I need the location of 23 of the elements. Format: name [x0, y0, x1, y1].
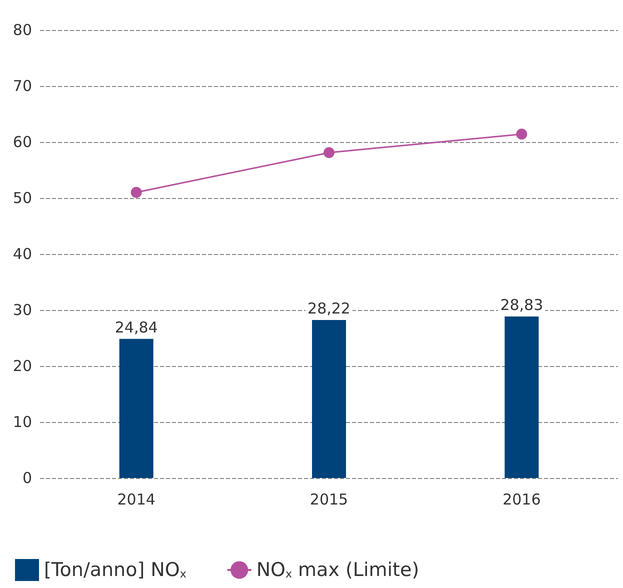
bar [312, 320, 346, 478]
point [130, 186, 142, 198]
point [516, 128, 528, 140]
data-label: 28,22 [308, 299, 350, 318]
bar [119, 338, 154, 478]
y-tick-label: 20 [12, 357, 32, 375]
data-label: 28,83 [500, 296, 544, 314]
y-tick-label: 60 [12, 133, 32, 151]
y-tick-label: 50 [12, 189, 32, 207]
x-tick-label: 2015 [310, 490, 348, 508]
bar [504, 316, 539, 478]
x-tick-label: 2014 [117, 490, 156, 508]
legend-label: NOx max (Limite) [256, 559, 420, 581]
legend-label: [Ton/anno] NOx [44, 559, 187, 581]
y-tick-label: 10 [12, 413, 32, 431]
y-tick-label: 70 [12, 77, 32, 95]
data-label: 24,84 [114, 318, 158, 336]
y-tick-label: 0 [22, 469, 32, 487]
y-tick-label: 80 [12, 21, 32, 39]
point [324, 147, 334, 158]
x-tick-label: 2016 [502, 490, 541, 508]
y-tick-label: 40 [12, 245, 32, 263]
y-tick-label: 30 [12, 301, 32, 319]
